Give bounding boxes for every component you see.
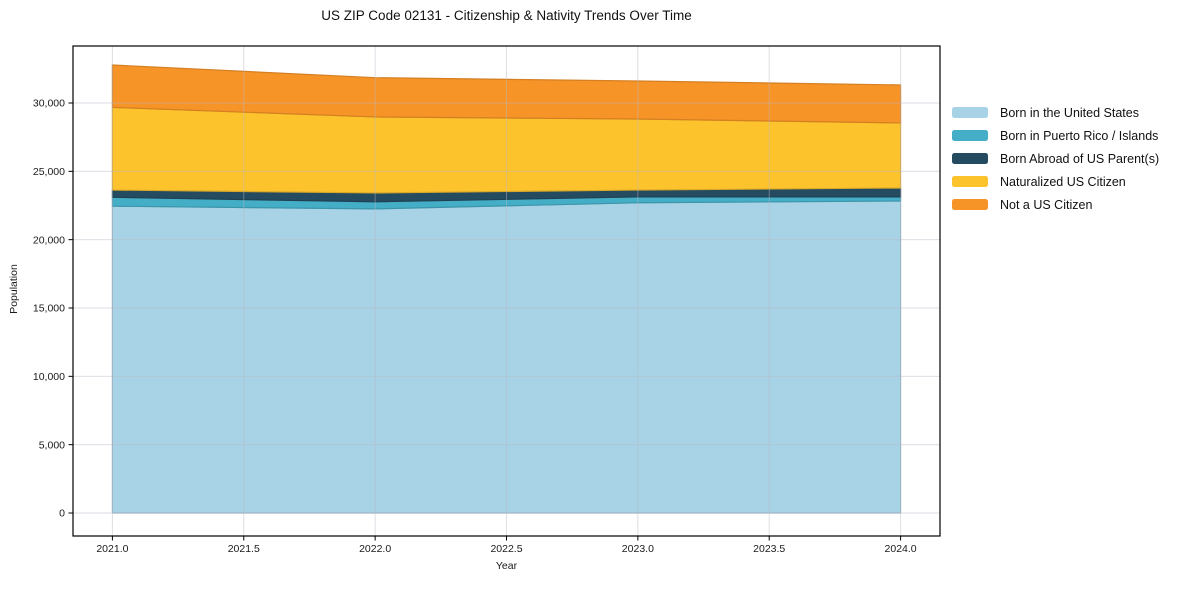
legend-label: Born Abroad of US Parent(s) bbox=[1000, 151, 1160, 166]
y-tick-label: 0 bbox=[59, 508, 65, 520]
legend-label: Not a US Citizen bbox=[1000, 197, 1093, 212]
legend: Born in the United States Born in Puerto… bbox=[952, 101, 1159, 216]
y-tick-label: 30,000 bbox=[33, 98, 65, 110]
legend-swatch bbox=[952, 153, 988, 164]
y-tick-label: 10,000 bbox=[33, 371, 65, 383]
legend-item: Not a US Citizen bbox=[952, 193, 1159, 216]
legend-swatch bbox=[952, 199, 988, 210]
legend-swatch bbox=[952, 107, 988, 118]
y-axis-label: Population bbox=[8, 264, 20, 314]
x-tick-label: 2023.0 bbox=[622, 543, 654, 555]
x-tick-label: 2024.0 bbox=[885, 543, 917, 555]
legend-item: Born in Puerto Rico / Islands bbox=[952, 124, 1159, 147]
area-not-a-us-citizen bbox=[111, 64, 902, 124]
legend-label: Born in Puerto Rico / Islands bbox=[1000, 128, 1159, 143]
x-tick-label: 2022.5 bbox=[490, 543, 522, 555]
y-tick-label: 20,000 bbox=[33, 234, 65, 246]
legend-item: Born Abroad of US Parent(s) bbox=[952, 147, 1159, 170]
x-tick-label: 2021.0 bbox=[96, 543, 128, 555]
x-tick-label: 2021.5 bbox=[228, 543, 260, 555]
legend-item: Born in the United States bbox=[952, 101, 1159, 124]
x-tick-label: 2023.5 bbox=[753, 543, 785, 555]
y-tick-label: 15,000 bbox=[33, 303, 65, 315]
chart-title: US ZIP Code 02131 - Citizenship & Nativi… bbox=[321, 8, 692, 23]
y-tick-label: 5,000 bbox=[39, 439, 65, 451]
legend-label: Naturalized US Citizen bbox=[1000, 174, 1126, 189]
legend-swatch bbox=[952, 130, 988, 141]
x-tick-label: 2022.0 bbox=[359, 543, 391, 555]
plot-border bbox=[72, 45, 941, 537]
legend-swatch bbox=[952, 176, 988, 187]
legend-label: Born in the United States bbox=[1000, 105, 1139, 120]
legend-item: Naturalized US Citizen bbox=[952, 170, 1159, 193]
x-axis-label: Year bbox=[495, 560, 518, 572]
y-tick-label: 25,000 bbox=[33, 166, 65, 178]
